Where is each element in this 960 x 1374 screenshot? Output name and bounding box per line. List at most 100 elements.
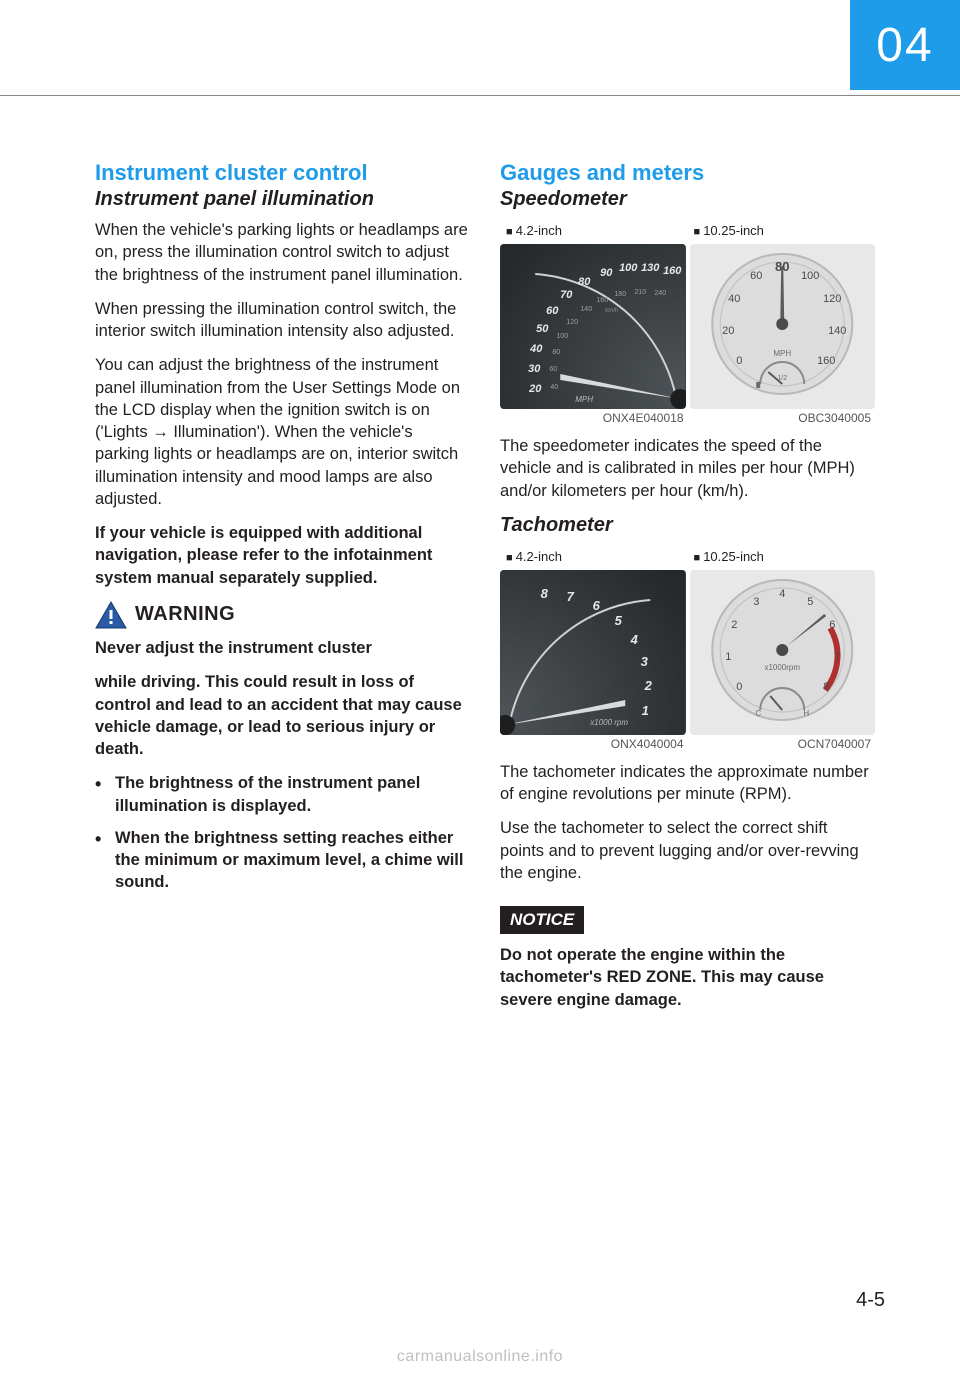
gauge-svg: 1 2 3 4 5 6 7 8 x1000 rpm xyxy=(500,570,686,735)
section-heading: Gauges and meters xyxy=(500,160,875,186)
footer-watermark: carmanualsonline.info xyxy=(0,1348,960,1366)
svg-text:MPH: MPH xyxy=(773,349,791,358)
svg-text:3: 3 xyxy=(753,596,759,608)
svg-text:20: 20 xyxy=(528,383,542,395)
paragraph: The tachometer indicates the approximate… xyxy=(500,761,875,806)
figure-caption-row: ONX4040004 OCN7040007 xyxy=(500,737,875,751)
svg-text:90: 90 xyxy=(600,267,613,279)
header-divider xyxy=(0,95,960,96)
warning-label: WARNING xyxy=(135,603,235,626)
gauge-svg: 20 30 40 50 60 70 80 90 100 130 160 xyxy=(500,244,686,409)
subsection-heading: Speedometer xyxy=(500,188,875,211)
svg-text:H: H xyxy=(803,709,809,718)
left-column: Instrument cluster control Instrument pa… xyxy=(95,160,470,1023)
svg-text:2: 2 xyxy=(731,619,737,631)
svg-text:140: 140 xyxy=(580,306,592,313)
svg-text:70: 70 xyxy=(560,289,573,301)
svg-text:210: 210 xyxy=(634,289,646,296)
svg-text:5: 5 xyxy=(615,613,623,628)
svg-text:5: 5 xyxy=(807,596,813,608)
paragraph: When pressing the illumination control s… xyxy=(95,298,470,343)
bullet-item: When the brightness setting reaches eith… xyxy=(95,827,470,894)
warning-header: WARNING xyxy=(95,601,470,629)
warning-icon xyxy=(95,601,127,629)
svg-text:130: 130 xyxy=(641,262,660,274)
gauge-svg: 0 1 2 3 4 5 6 7 8 x1000rpm xyxy=(690,570,876,735)
chapter-tab: 04 xyxy=(850,0,960,90)
svg-text:7: 7 xyxy=(834,651,840,663)
svg-text:km/h: km/h xyxy=(605,308,618,314)
svg-text:60: 60 xyxy=(750,270,762,282)
svg-text:0: 0 xyxy=(736,681,742,693)
svg-text:2: 2 xyxy=(644,678,653,693)
svg-text:8: 8 xyxy=(541,586,549,601)
figure-caption: OCN7040007 xyxy=(688,737,876,751)
paragraph: Use the tachometer to select the correct… xyxy=(500,817,875,884)
gauge-svg: 0 20 40 60 80 100 120 140 160 MPH xyxy=(690,244,876,409)
svg-text:40: 40 xyxy=(550,384,558,391)
svg-text:50: 50 xyxy=(536,323,549,335)
svg-text:80: 80 xyxy=(552,349,560,356)
figure-caption: OBC3040005 xyxy=(688,411,876,425)
svg-text:7: 7 xyxy=(567,589,575,604)
paragraph: You can adjust the brightness of the ins… xyxy=(95,354,470,510)
page-number: 4-5 xyxy=(856,1289,885,1312)
figure-label: 10.25-inch xyxy=(688,545,876,568)
svg-text:60: 60 xyxy=(546,305,559,317)
figure-label-row: 4.2-inch 10.25-inch xyxy=(500,219,875,242)
svg-text:160: 160 xyxy=(817,355,835,367)
svg-text:4: 4 xyxy=(630,632,639,647)
svg-text:240: 240 xyxy=(654,290,666,297)
tachometer-42-gauge: 1 2 3 4 5 6 7 8 x1000 rpm xyxy=(500,570,686,735)
svg-text:8: 8 xyxy=(823,681,829,693)
tachometer-figures: 1 2 3 4 5 6 7 8 x1000 rpm xyxy=(500,570,875,735)
svg-text:100: 100 xyxy=(801,270,819,282)
svg-text:40: 40 xyxy=(728,293,740,305)
figure-label: 4.2-inch xyxy=(500,545,688,568)
svg-text:0: 0 xyxy=(736,355,742,367)
bullet-item: The brightness of the instrument panel i… xyxy=(95,772,470,817)
svg-text:120: 120 xyxy=(823,293,841,305)
speedometer-1025-gauge: 0 20 40 60 80 100 120 140 160 MPH xyxy=(690,244,876,409)
svg-text:20: 20 xyxy=(722,325,734,337)
notice-badge: NOTICE xyxy=(500,906,584,934)
svg-text:60: 60 xyxy=(549,366,557,373)
svg-text:1: 1 xyxy=(725,651,731,663)
warning-paragraph: Never adjust the instrument cluster xyxy=(95,637,470,659)
subsection-heading: Instrument panel illumination xyxy=(95,188,470,211)
figure-label: 4.2-inch xyxy=(500,219,688,242)
section-heading: Instrument cluster control xyxy=(95,160,470,186)
svg-text:160: 160 xyxy=(663,265,682,277)
paragraph: When the vehicle's parking lights or hea… xyxy=(95,219,470,286)
right-column: Gauges and meters Speedometer 4.2-inch 1… xyxy=(500,160,875,1023)
svg-text:140: 140 xyxy=(828,325,846,337)
subsection-heading: Tachometer xyxy=(500,514,875,537)
svg-text:180: 180 xyxy=(614,291,626,298)
figure-caption: ONX4E040018 xyxy=(500,411,688,425)
svg-text:6: 6 xyxy=(593,598,601,613)
paragraph: The speedometer indicates the speed of t… xyxy=(500,435,875,502)
figure-caption-row: ONX4E040018 OBC3040005 xyxy=(500,411,875,425)
figure-caption: ONX4040004 xyxy=(500,737,688,751)
svg-text:6: 6 xyxy=(829,619,835,631)
svg-text:x1000rpm: x1000rpm xyxy=(764,663,800,672)
warning-bullets: The brightness of the instrument panel i… xyxy=(95,772,470,893)
paragraph-bold: If your vehicle is equipped with additio… xyxy=(95,522,470,589)
svg-text:MPH: MPH xyxy=(575,395,593,404)
svg-text:100: 100 xyxy=(619,262,638,274)
warning-paragraph: while driving. This could result in loss… xyxy=(95,671,470,760)
svg-text:160: 160 xyxy=(596,297,608,304)
svg-text:C: C xyxy=(755,709,761,718)
svg-text:30: 30 xyxy=(528,363,541,375)
svg-text:4: 4 xyxy=(779,588,785,600)
svg-text:120: 120 xyxy=(566,319,578,326)
svg-text:3: 3 xyxy=(641,654,649,669)
tachometer-1025-gauge: 0 1 2 3 4 5 6 7 8 x1000rpm xyxy=(690,570,876,735)
svg-text:1: 1 xyxy=(642,703,649,718)
speedometer-42-gauge: 20 30 40 50 60 70 80 90 100 130 160 xyxy=(500,244,686,409)
page-content: Instrument cluster control Instrument pa… xyxy=(95,160,875,1023)
figure-label: 10.25-inch xyxy=(688,219,876,242)
svg-text:80: 80 xyxy=(578,276,591,288)
notice-paragraph: Do not operate the engine within the tac… xyxy=(500,944,875,1011)
svg-text:100: 100 xyxy=(556,333,568,340)
